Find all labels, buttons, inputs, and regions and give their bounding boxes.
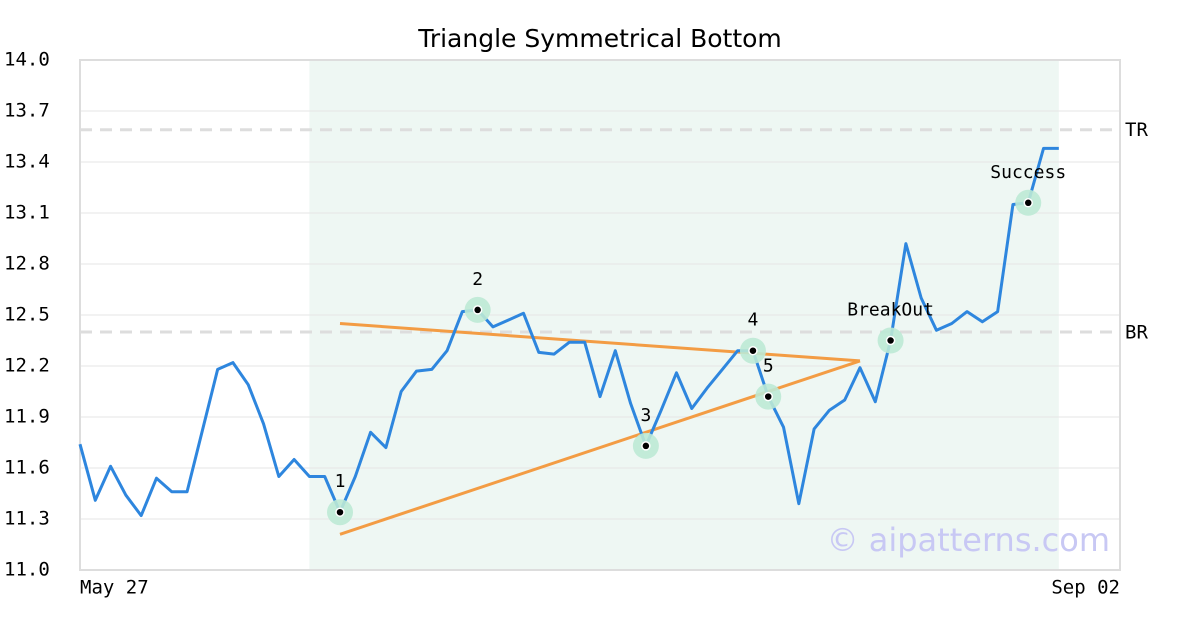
x-tick-label: May 27: [80, 577, 149, 599]
point-label: 4: [748, 310, 759, 331]
price-line: [78, 146, 1059, 518]
y-tick-label: 11.6: [4, 457, 50, 479]
point-dot: [335, 507, 345, 517]
x-tick-label: Sep 02: [1051, 577, 1120, 599]
y-tick-label: 11.9: [4, 406, 50, 428]
level-label: BR: [1125, 322, 1148, 344]
y-tick-label: 13.7: [4, 100, 50, 122]
y-tick-label: 12.2: [4, 355, 50, 377]
y-tick-label: 12.8: [4, 253, 50, 275]
point-dot: [1023, 198, 1033, 208]
point-label: 3: [640, 405, 651, 426]
watermark: © aipatterns.com: [827, 521, 1110, 559]
y-tick-label: 14.0: [4, 49, 50, 71]
point-label: BreakOut: [847, 300, 934, 321]
point-label: 5: [763, 356, 774, 377]
level-label: TR: [1125, 119, 1148, 141]
y-tick-label: 13.1: [4, 202, 50, 224]
y-tick-label: 12.5: [4, 304, 50, 326]
y-tick-label: 11.0: [4, 559, 50, 581]
chart-title: Triangle Symmetrical Bottom: [417, 24, 782, 53]
point-dot: [472, 305, 483, 315]
point-label: 1: [335, 471, 346, 492]
plot-frame: [79, 59, 1121, 571]
y-tick-label: 11.3: [4, 508, 50, 530]
point-label: Success: [990, 162, 1066, 183]
point-dot: [641, 441, 651, 451]
trend-line: [339, 322, 861, 363]
point-label: 2: [472, 269, 483, 290]
point-dot: [763, 391, 773, 402]
point-dot: [748, 345, 758, 356]
y-tick-label: 13.4: [4, 151, 50, 173]
point-dot: [885, 335, 896, 346]
